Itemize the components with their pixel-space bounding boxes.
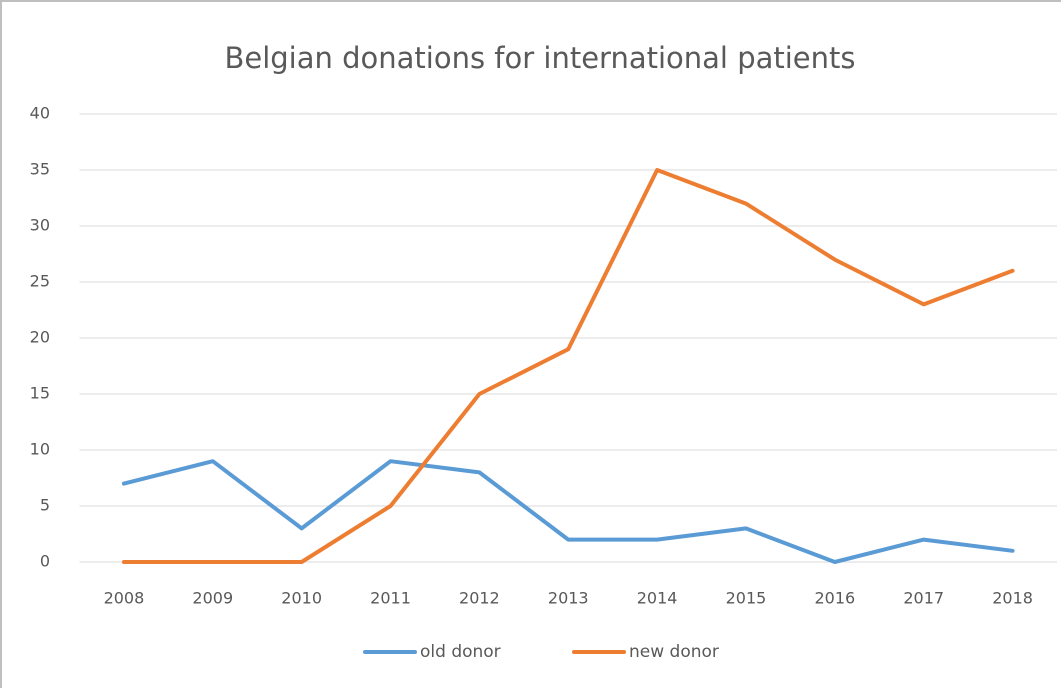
x-tick-label: 2017	[903, 589, 944, 608]
x-tick-label: 2012	[459, 589, 500, 608]
y-tick-label: 15	[30, 384, 50, 403]
legend-label: old donor	[420, 642, 501, 662]
y-tick-label: 25	[30, 272, 50, 291]
y-tick-label: 5	[40, 496, 50, 515]
x-tick-label: 2011	[370, 589, 411, 608]
y-tick-label: 20	[30, 328, 50, 347]
x-tick-label: 2013	[548, 589, 589, 608]
x-tick-label: 2018	[992, 589, 1033, 608]
x-tick-label: 2009	[192, 589, 233, 608]
y-tick-label: 30	[30, 216, 50, 235]
series-line	[121, 459, 1015, 564]
series-line	[121, 168, 1015, 564]
y-tick-label: 0	[40, 552, 50, 571]
y-tick-label: 35	[30, 160, 50, 179]
x-tick-label: 2010	[281, 589, 322, 608]
x-tick-label: 2015	[726, 589, 767, 608]
x-tick-label: 2014	[637, 589, 678, 608]
chart-title: Belgian donations for international pati…	[224, 41, 855, 75]
y-tick-label: 40	[30, 104, 50, 123]
x-tick-label: 2016	[814, 589, 855, 608]
y-tick-label: 10	[30, 440, 50, 459]
legend-label: new donor	[629, 642, 719, 662]
x-tick-label: 2008	[104, 589, 145, 608]
